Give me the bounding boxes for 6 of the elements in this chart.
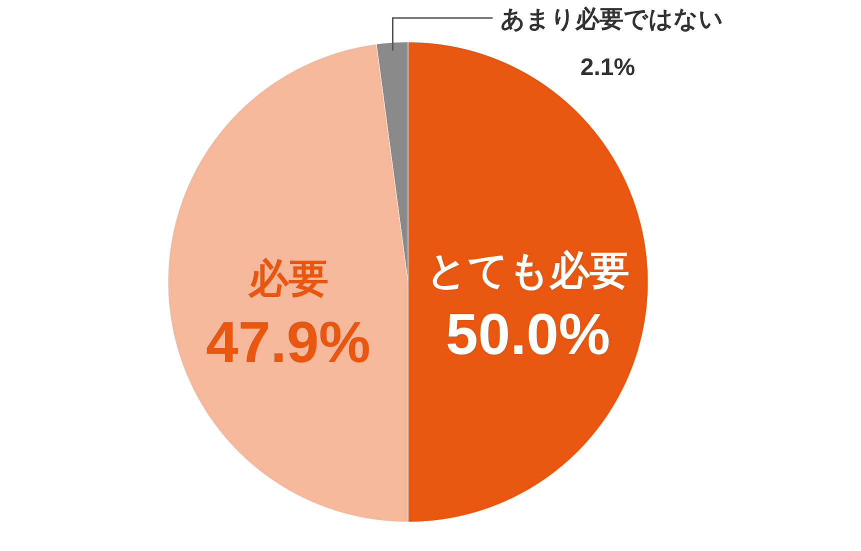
data-label: 2.1% — [580, 54, 636, 81]
data-label: 50.0% — [446, 302, 610, 367]
slice-label: あまり必要ではない — [500, 6, 724, 33]
slice-label: とても必要 — [426, 249, 630, 293]
data-label: 47.9% — [206, 310, 370, 375]
slice-label: 必要 — [247, 256, 328, 301]
